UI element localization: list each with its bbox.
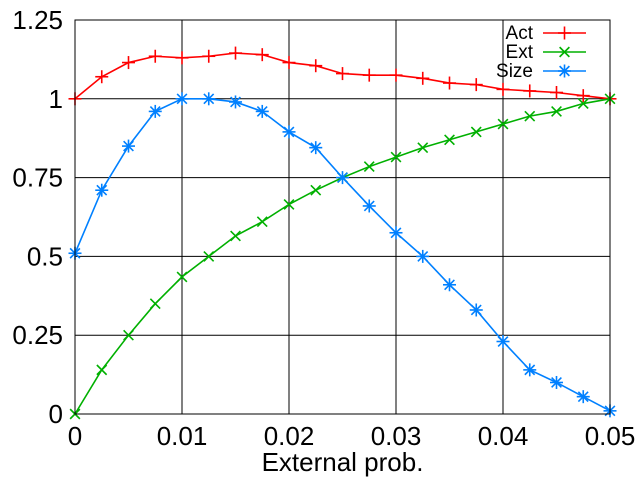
- data-point-ext: [283, 198, 295, 210]
- y-tick-label: 0.75: [12, 163, 63, 193]
- x-axis-title: External prob.: [262, 447, 424, 477]
- data-point-size: [443, 278, 456, 292]
- x-tick-label: 0.05: [585, 421, 636, 451]
- data-point-ext: [96, 364, 108, 376]
- data-point-act: [576, 89, 590, 103]
- x-tick-label: 0: [68, 421, 82, 451]
- data-point-size: [95, 183, 109, 197]
- data-point-ext: [551, 105, 562, 117]
- data-point-ext: [123, 329, 134, 341]
- data-point-size: [550, 375, 563, 389]
- data-point-act: [523, 84, 537, 98]
- data-point-size: [362, 199, 376, 213]
- legend-marker-act: [558, 26, 571, 40]
- data-point-act: [309, 59, 323, 73]
- data-point-ext: [176, 271, 188, 283]
- data-point-act: [255, 48, 269, 62]
- x-tick-label: 0.03: [371, 421, 422, 451]
- data-point-size: [416, 249, 430, 263]
- data-point-size: [523, 363, 537, 377]
- data-point-act: [148, 49, 162, 63]
- data-point-size: [389, 226, 403, 240]
- data-point-size: [309, 141, 323, 155]
- data-point-size: [175, 92, 189, 106]
- data-point-size: [282, 125, 296, 139]
- data-point-ext: [444, 134, 455, 146]
- data-point-act: [282, 56, 296, 70]
- y-tick-label: 0.5: [27, 241, 63, 271]
- data-point-size: [336, 171, 349, 185]
- axis-ticks: 0 0.01 0.02 0.03 0.04 0.05 0 0.25 0.5 0.75 1 1.25: [12, 5, 635, 451]
- data-point-act: [362, 68, 376, 82]
- data-point-ext: [203, 250, 215, 262]
- data-point-size: [496, 335, 510, 349]
- data-point-act: [95, 70, 109, 84]
- data-point-act: [496, 82, 510, 96]
- data-point-size: [122, 139, 135, 153]
- data-point-act: [336, 67, 349, 81]
- y-tick-label: 0.25: [12, 320, 63, 350]
- x-tick-label: 0.02: [264, 421, 315, 451]
- legend-marker-ext: [559, 46, 570, 58]
- data-point-act: [122, 56, 135, 70]
- data-point-ext: [390, 151, 402, 163]
- legend-label-act: Act: [506, 23, 534, 44]
- data-point-size: [229, 95, 242, 109]
- data-point-act: [202, 49, 216, 63]
- data-point-ext: [149, 298, 161, 310]
- legend-label-size: Size: [496, 61, 533, 82]
- data-point-ext: [577, 98, 589, 109]
- data-point-ext: [363, 161, 375, 173]
- data-point-act: [443, 76, 456, 90]
- x-tick-label: 0.01: [157, 421, 208, 451]
- data-point-size: [255, 104, 269, 118]
- data-point-ext: [256, 216, 268, 228]
- y-tick-label: 1: [49, 84, 63, 114]
- data-point-size: [576, 390, 590, 404]
- data-point-act: [229, 46, 242, 60]
- y-tick-label: 1.25: [12, 5, 63, 35]
- data-point-size: [202, 92, 216, 106]
- data-point-act: [550, 85, 563, 99]
- data-point-ext: [310, 184, 322, 196]
- series-layer: [68, 46, 617, 420]
- data-point-size: [148, 104, 162, 118]
- data-point-act: [175, 51, 189, 65]
- data-point-act: [416, 71, 430, 85]
- data-point-act: [469, 78, 483, 92]
- data-point-ext: [470, 126, 482, 138]
- data-point-ext: [417, 142, 429, 154]
- data-point-ext: [497, 118, 509, 130]
- data-point-ext: [230, 230, 241, 242]
- x-tick-label: 0.04: [478, 421, 529, 451]
- y-tick-label: 0: [49, 399, 63, 429]
- data-point-size: [469, 303, 483, 317]
- legend-marker-size: [558, 64, 571, 78]
- legend-label-ext: Ext: [506, 42, 534, 63]
- plot-border: [74, 19, 611, 415]
- data-point-ext: [524, 110, 536, 122]
- data-point-act: [389, 68, 403, 82]
